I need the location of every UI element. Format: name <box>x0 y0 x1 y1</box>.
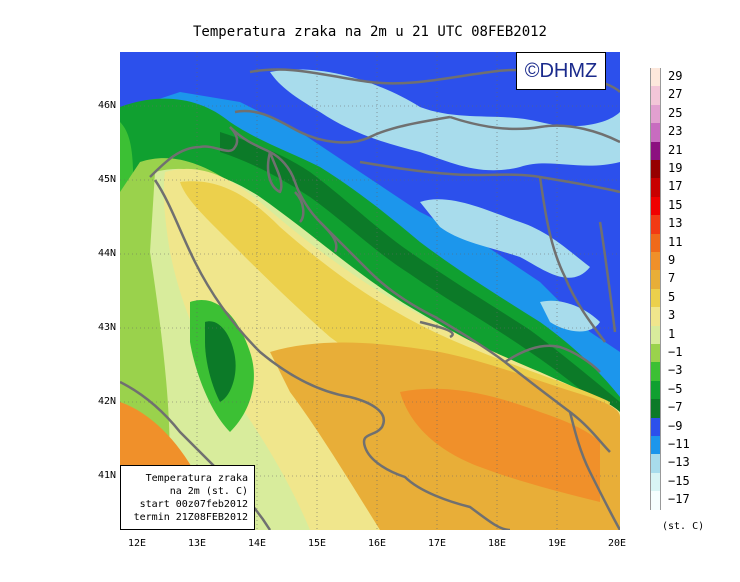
legend-swatch <box>650 68 661 87</box>
border-bosnia-north <box>359 160 620 194</box>
field-lightblue-north <box>270 69 620 171</box>
legend-label: 27 <box>668 87 683 102</box>
temperature-map <box>120 52 620 530</box>
legend-label: −5 <box>668 381 683 396</box>
map-title: Temperatura zraka na 2m u 21 UTC 08FEB20… <box>192 24 547 40</box>
legend-label: −7 <box>668 400 683 415</box>
info-line-3: start 00z07feb2012 <box>139 499 248 510</box>
field-darkgreen-italy <box>205 321 236 402</box>
lon-label-19: 19E <box>547 538 567 549</box>
lat-label-45: 45N <box>97 174 116 185</box>
island-hvar <box>419 320 454 339</box>
field-lightblue-east <box>540 300 600 332</box>
lon-label-15: 15E <box>307 538 327 549</box>
legend-label: 25 <box>668 105 683 120</box>
field-darkgreen-coast <box>220 132 620 422</box>
croatia-coast <box>229 126 611 453</box>
legend-swatch <box>650 215 661 235</box>
legend-label: 7 <box>668 271 676 286</box>
legend-label: 5 <box>668 289 676 304</box>
field-orange-deep <box>400 388 600 502</box>
island-pag <box>319 221 338 253</box>
legend-swatch <box>650 86 661 106</box>
legend-swatch <box>650 399 661 419</box>
legend-label: 17 <box>668 179 683 194</box>
istria <box>266 150 283 194</box>
legend-swatch <box>650 344 661 363</box>
border-montenegro <box>504 344 601 373</box>
italy-west-coast <box>120 380 272 530</box>
legend-swatch <box>650 104 661 124</box>
lat-label-44: 44N <box>97 248 116 259</box>
legend-swatch <box>650 325 661 345</box>
legend-label: 15 <box>668 197 683 212</box>
legend-label: −15 <box>668 473 690 488</box>
lat-label-42: 42N <box>97 396 116 407</box>
legend-label: 23 <box>668 124 683 139</box>
legend-swatch <box>650 491 661 511</box>
lon-label-12: 12E <box>127 538 147 549</box>
legend-swatch <box>650 233 661 253</box>
border-slovenia <box>234 109 451 144</box>
italy-east-coast <box>149 126 511 530</box>
legend-swatch <box>650 307 661 327</box>
lon-label-20: 20E <box>607 538 627 549</box>
legend-label: −17 <box>668 492 690 507</box>
legend-label: −3 <box>668 363 683 378</box>
legend-label: −1 <box>668 345 683 359</box>
legend-swatch <box>650 288 661 308</box>
legend-swatch <box>650 417 661 437</box>
coastlines <box>120 68 620 530</box>
lat-label-46: 46N <box>97 100 116 111</box>
info-line-1: Temperatura zraka <box>145 473 248 484</box>
border-serbia <box>598 221 617 333</box>
legend-swatch <box>650 362 661 382</box>
legend-unit: (st. C) <box>662 521 705 532</box>
lat-lon-grid <box>120 52 620 530</box>
legend-swatch <box>650 380 661 400</box>
legend-swatch <box>650 454 661 474</box>
legend-label: 9 <box>668 253 676 267</box>
legend-label: 3 <box>668 308 676 323</box>
legend-swatch <box>650 252 661 271</box>
legend-label: 19 <box>668 161 683 175</box>
temperature-field <box>120 52 620 530</box>
legend-swatch <box>650 196 661 216</box>
legend-label: 11 <box>668 234 683 249</box>
legend-label: 29 <box>668 69 683 83</box>
legend-swatch <box>650 160 661 179</box>
border-hungary <box>449 115 620 144</box>
legend-label: 13 <box>668 216 683 231</box>
legend-label: −9 <box>668 418 683 433</box>
info-box: Temperatura zraka na 2m (st. C) start 00… <box>120 465 255 530</box>
albania-coast <box>568 411 620 530</box>
legend-swatch <box>650 270 661 290</box>
lat-label-41: 41N <box>97 470 116 481</box>
island-krk <box>294 191 305 223</box>
legend-swatch <box>650 178 661 198</box>
lon-label-18: 18E <box>487 538 507 549</box>
legend-swatch <box>650 141 661 161</box>
field-lightblue-bosnia <box>420 199 590 278</box>
legend-swatch <box>650 436 661 455</box>
lat-label-43: 43N <box>97 322 116 333</box>
info-line-2: na 2m (st. C) <box>169 486 248 497</box>
lon-label-14: 14E <box>247 538 267 549</box>
legend-label: 21 <box>668 142 683 157</box>
lon-label-17: 17E <box>427 538 447 549</box>
border-bosnia-east <box>538 176 607 343</box>
legend-swatch <box>650 123 661 143</box>
info-line-4: termin 21Z08FEB2012 <box>133 512 248 523</box>
legend-label: 1 <box>668 326 676 341</box>
lon-label-16: 16E <box>367 538 387 549</box>
lon-label-13: 13E <box>187 538 207 549</box>
legend-label: −11 <box>668 437 690 451</box>
dhmz-logo: ©DHMZ <box>516 52 606 90</box>
legend-swatch <box>650 472 661 492</box>
legend-label: −13 <box>668 455 690 470</box>
